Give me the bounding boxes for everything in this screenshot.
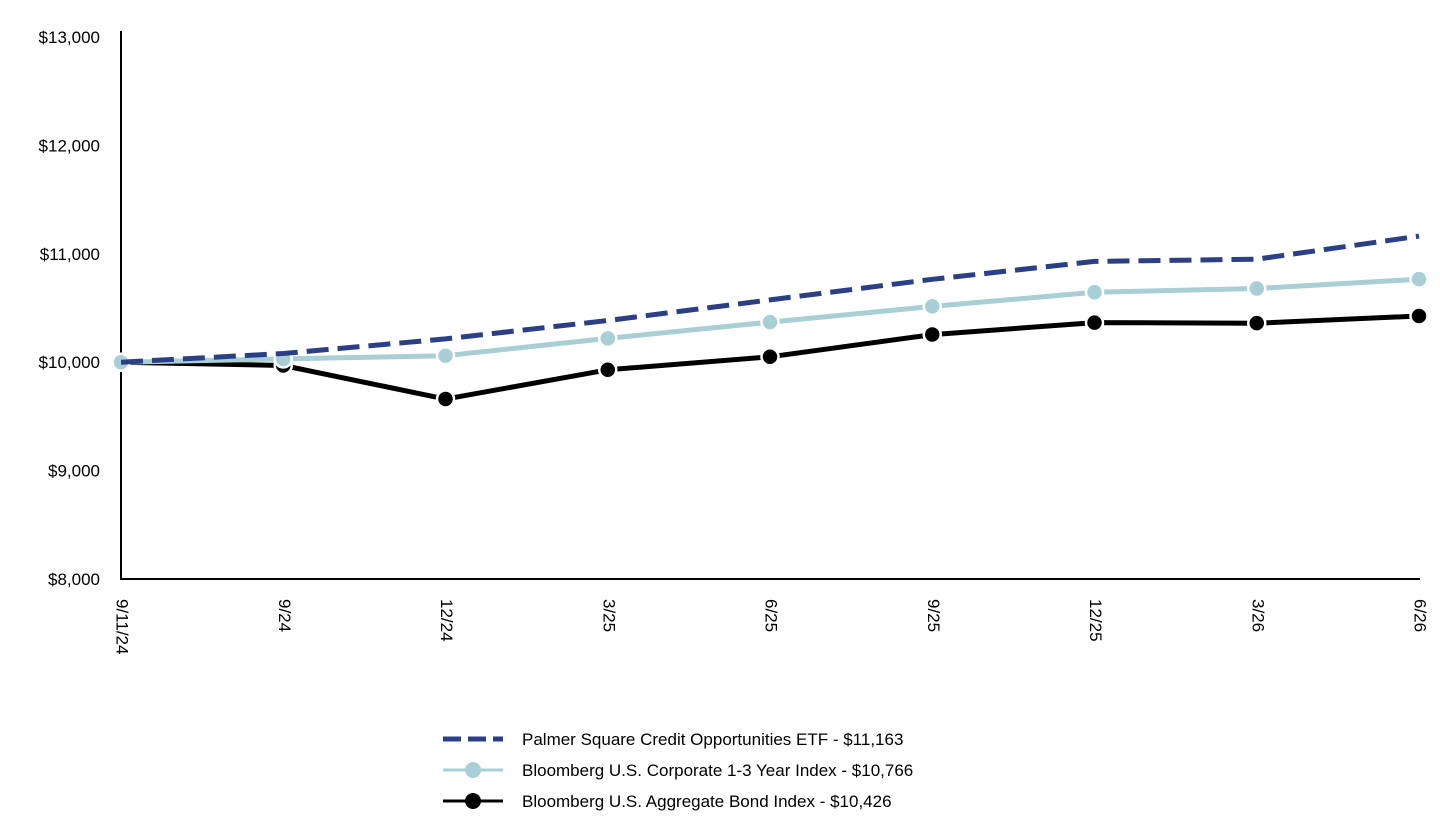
- legend-marker: [465, 762, 481, 778]
- x-tick-label: 12/24: [437, 599, 456, 642]
- y-tick-label: $8,000: [48, 570, 100, 589]
- legend: Palmer Square Credit Opportunities ETF -…: [443, 730, 913, 811]
- y-tick-label: $13,000: [39, 28, 100, 47]
- x-tick-label: 9/11/24: [113, 599, 132, 654]
- x-tick-label: 3/25: [599, 599, 618, 632]
- data-point: [760, 347, 780, 367]
- data-point: [1409, 269, 1429, 289]
- legend-label: Bloomberg U.S. Corporate 1-3 Year Index …: [522, 761, 913, 780]
- data-point: [1084, 282, 1105, 303]
- x-tick-label: 6/25: [762, 599, 781, 632]
- data-point: [598, 328, 618, 349]
- y-tick-label: $12,000: [39, 136, 100, 155]
- y-tick-label: $10,000: [39, 353, 100, 372]
- data-point: [922, 324, 942, 345]
- x-tick-label: 3/26: [1248, 599, 1267, 632]
- y-tick-label: $11,000: [40, 245, 100, 264]
- y-tick-label: $9,000: [48, 462, 100, 481]
- data-point: [1409, 306, 1429, 326]
- legend-marker: [465, 793, 481, 809]
- axes: [120, 31, 1420, 580]
- series-2: [111, 269, 1429, 372]
- legend-item: Palmer Square Credit Opportunities ETF -…: [443, 730, 903, 749]
- legend-label: Palmer Square Credit Opportunities ETF -…: [522, 730, 903, 749]
- data-point: [435, 345, 456, 366]
- x-tick-label: 9/25: [924, 599, 943, 632]
- x-tick-label: 9/24: [275, 599, 294, 632]
- series-line: [120, 233, 1420, 365]
- data-point: [1084, 312, 1105, 333]
- data-point: [760, 312, 780, 332]
- y-axis-tick-labels: $8,000 $9,000 $10,000 $11,000 $12,000 $13,000: [39, 28, 100, 589]
- legend-label: Bloomberg U.S. Aggregate Bond Index - $1…: [522, 792, 892, 811]
- data-point: [922, 296, 942, 317]
- data-point: [598, 360, 618, 380]
- x-tick-label: 6/26: [1411, 599, 1430, 632]
- x-tick-label: 12/25: [1086, 599, 1105, 642]
- series-lines: [111, 233, 1429, 409]
- x-axis-tick-labels: 9/11/24 9/24 12/24 3/25 6/25 9/25 12/25 3/26 6/2…: [113, 599, 1430, 654]
- data-point: [1247, 313, 1267, 333]
- series-1: [120, 233, 1420, 365]
- data-point: [435, 389, 456, 409]
- legend-item: Bloomberg U.S. Aggregate Bond Index - $1…: [443, 792, 892, 811]
- data-point: [1247, 278, 1267, 299]
- legend-item: Bloomberg U.S. Corporate 1-3 Year Index …: [443, 761, 913, 780]
